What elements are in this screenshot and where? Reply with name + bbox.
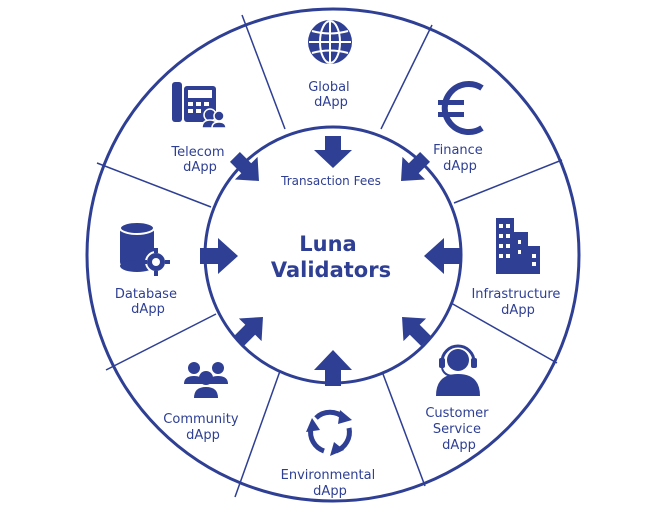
segment-label-customer-service: Customer Service dApp	[425, 406, 492, 453]
recycle-icon	[306, 409, 352, 456]
segment-label-community: Community dApp	[163, 412, 242, 443]
arrow-from-database	[200, 238, 238, 274]
arrow-from-telecom	[229, 151, 259, 181]
outer-ring	[85, 7, 581, 503]
globe-icon	[308, 20, 352, 64]
center-title-line1: Luna	[299, 232, 356, 256]
segment-label-finance: Finance dApp	[433, 143, 487, 174]
headset-icon	[436, 344, 480, 396]
segment-dividers	[96, 14, 563, 498]
segment-label-telecom: Telecom dApp	[170, 145, 228, 175]
arrow-from-environmental	[314, 350, 352, 386]
fee-arrows	[200, 136, 462, 386]
arrow-from-global	[314, 136, 352, 168]
arrow-from-community	[233, 317, 263, 347]
people-icon	[184, 362, 228, 398]
segment-label-environmental: Environmental dApp	[281, 468, 380, 499]
database-gear-icon	[119, 221, 170, 276]
arrow-from-finance	[401, 151, 431, 181]
segment-label-infrastructure: Infrastructure dApp	[471, 287, 564, 318]
transaction-fees-label: Transaction Fees	[280, 174, 381, 188]
segment-label-database: Database dApp	[115, 287, 181, 317]
arrow-from-customer-service	[402, 317, 432, 347]
arrow-from-infrastructure	[424, 238, 462, 274]
buildings-icon	[496, 218, 540, 274]
telephone-icon	[172, 82, 227, 129]
center-title-line2: Validators	[271, 258, 391, 282]
euro-icon	[438, 81, 484, 135]
segment-label-global: Global dApp	[308, 80, 354, 110]
